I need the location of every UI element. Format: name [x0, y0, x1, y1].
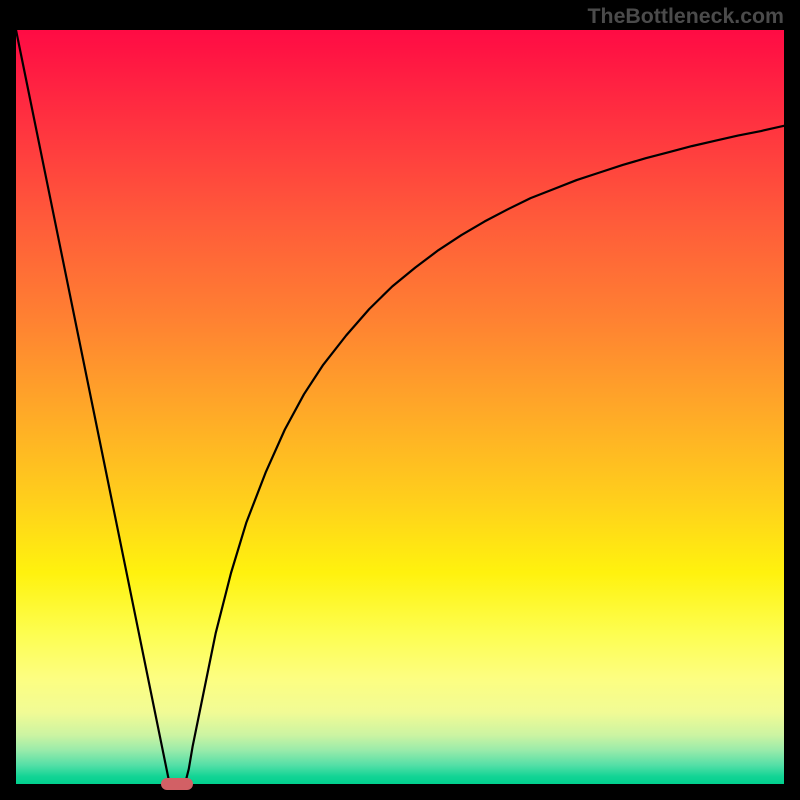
curve-layer [16, 30, 784, 784]
attribution-watermark: TheBottleneck.com [588, 4, 784, 29]
bottleneck-curve [16, 30, 784, 784]
plot-area [16, 30, 784, 784]
bottleneck-chart: TheBottleneck.com [0, 0, 800, 800]
optimum-marker [161, 778, 193, 790]
